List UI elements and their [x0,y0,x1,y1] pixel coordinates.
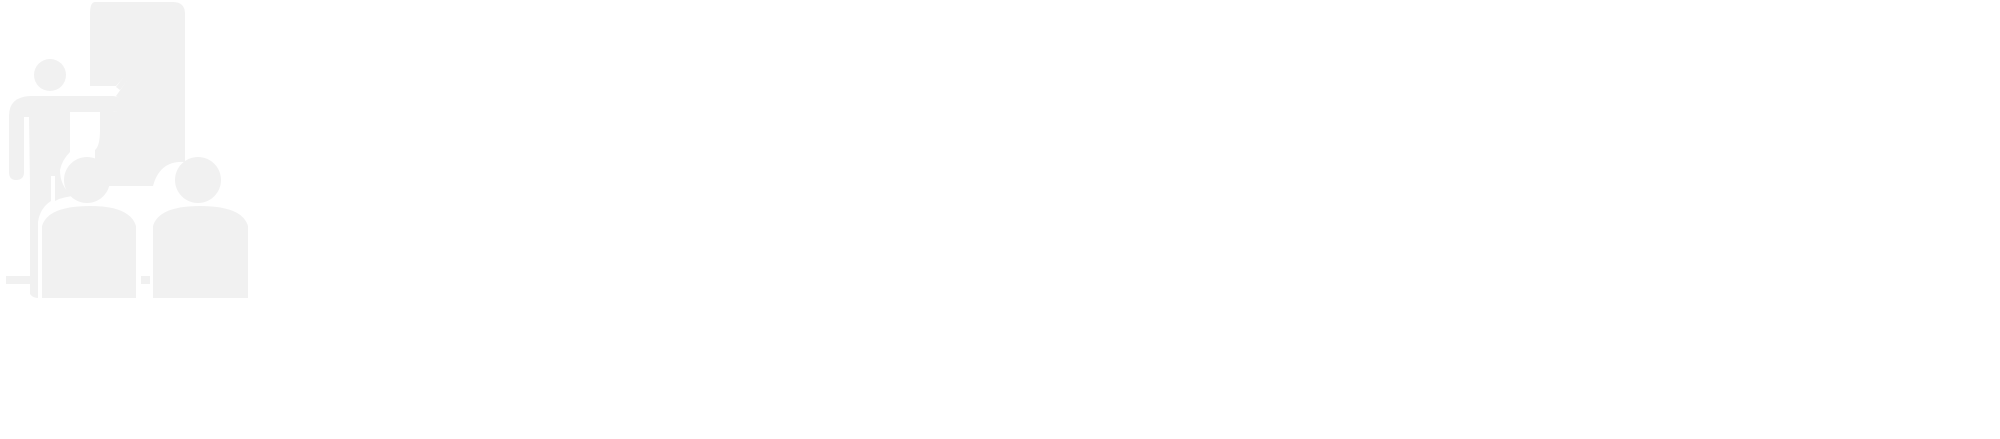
audience-member-icon [42,157,136,298]
classroom-presentation-icon [6,2,248,298]
presenter-icon [9,59,121,298]
presentation-board-icon [90,2,185,186]
audience-member-icon [153,157,248,298]
floor-line-icon [6,276,245,284]
pointer-icon [116,44,153,90]
